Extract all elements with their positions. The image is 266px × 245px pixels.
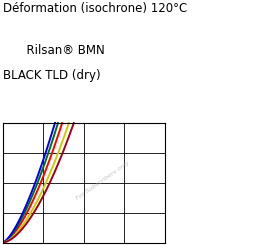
Text: Déformation (isochrone) 120°C: Déformation (isochrone) 120°C [3,2,187,15]
Text: Rilsan® BMN: Rilsan® BMN [19,44,104,57]
Text: BLACK TLD (dry): BLACK TLD (dry) [3,69,100,82]
Text: For Subscribers only: For Subscribers only [76,160,131,201]
